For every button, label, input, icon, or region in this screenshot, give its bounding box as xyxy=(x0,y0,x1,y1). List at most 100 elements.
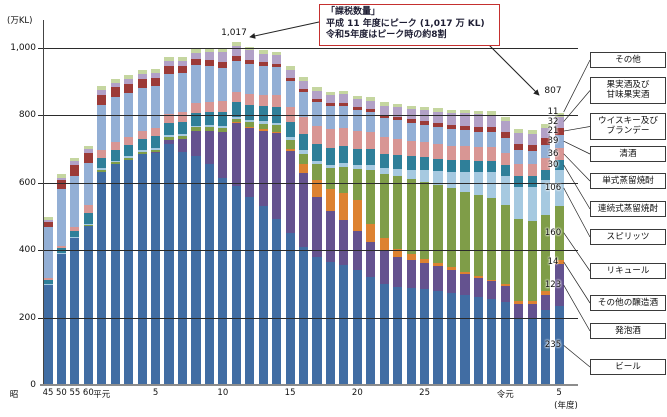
leader-line xyxy=(563,261,591,304)
bar-segment xyxy=(433,111,443,123)
bar-segment xyxy=(500,165,510,177)
gridline xyxy=(44,115,578,117)
bar-segment xyxy=(514,218,524,302)
bar-column xyxy=(352,95,362,385)
bar-column xyxy=(446,109,457,385)
bar-column xyxy=(124,75,134,385)
bar-segment xyxy=(433,158,443,172)
bar-segment xyxy=(473,296,483,385)
bar-segment xyxy=(110,149,120,161)
bar-segment xyxy=(514,186,524,219)
bar-segment xyxy=(446,159,457,173)
bar-segment xyxy=(298,77,309,81)
leader-line xyxy=(563,153,591,182)
bar-segment xyxy=(420,142,430,157)
bar-segment xyxy=(70,176,80,227)
bar-segment xyxy=(272,94,282,107)
bar-segment xyxy=(56,253,67,385)
bar-segment xyxy=(177,112,188,122)
bar-segment xyxy=(325,94,336,103)
legend-item: スピリッツ xyxy=(590,229,666,246)
bar-segment xyxy=(487,147,497,161)
bar-segment xyxy=(433,184,443,264)
leader-line xyxy=(563,59,591,113)
bar-segment xyxy=(420,288,430,385)
bar-column xyxy=(151,68,161,385)
bar-segment xyxy=(258,206,268,385)
bar-column xyxy=(97,86,107,385)
bar-segment xyxy=(325,91,336,95)
bar-segment xyxy=(406,109,416,120)
bar-segment xyxy=(460,294,470,385)
bar-segment xyxy=(204,59,214,66)
bar-column xyxy=(231,42,241,385)
bar-segment xyxy=(285,148,295,151)
bar-segment xyxy=(56,245,67,249)
bar-segment xyxy=(352,169,362,201)
bar-segment xyxy=(514,163,524,177)
bar-segment xyxy=(487,160,497,173)
bar-segment xyxy=(393,168,403,177)
bar-segment xyxy=(285,77,295,82)
bar-segment xyxy=(231,116,241,119)
gridline xyxy=(44,48,578,49)
bar-segment xyxy=(393,116,403,121)
bar-segment xyxy=(245,50,255,60)
bar-segment xyxy=(164,61,174,67)
bar-segment xyxy=(393,287,403,385)
bar-segment xyxy=(177,135,188,139)
bar-column xyxy=(110,78,120,385)
bar-segment xyxy=(433,263,443,267)
last-total-label: 807 xyxy=(544,86,562,96)
bar-segment xyxy=(460,130,470,147)
bar-segment xyxy=(124,157,134,160)
bar-segment xyxy=(312,196,322,257)
bar-segment xyxy=(366,109,376,113)
annotation-line-1: 「課税数量」 xyxy=(326,7,381,17)
bar-segment xyxy=(137,139,147,151)
bar-segment xyxy=(231,101,241,117)
x-axis-tick-label: 60 xyxy=(82,388,94,398)
bar-segment xyxy=(298,88,309,93)
bar-column xyxy=(393,104,403,385)
bar-segment xyxy=(83,212,93,224)
bar-segment xyxy=(97,169,107,172)
bar-segment xyxy=(500,176,510,205)
x-axis-tick-label: 昭 xyxy=(9,390,19,400)
bar-segment xyxy=(204,101,214,113)
bar-segment xyxy=(97,90,107,95)
bar-segment xyxy=(446,172,457,189)
bar-segment xyxy=(339,166,349,193)
bar-segment xyxy=(272,133,282,220)
bar-segment xyxy=(151,136,161,149)
leader-line xyxy=(563,164,591,210)
bar-segment xyxy=(514,301,524,304)
bar-segment xyxy=(43,216,53,220)
bar-segment xyxy=(312,256,322,385)
bar-segment xyxy=(204,48,214,53)
bar-column xyxy=(460,110,470,385)
annotation-arrow xyxy=(486,42,540,96)
bar-column xyxy=(487,111,497,385)
bar-column xyxy=(541,123,551,385)
bar-segment xyxy=(460,273,470,295)
bar-column xyxy=(285,65,295,385)
y-axis-tick-label: 600 xyxy=(18,177,36,188)
bar-segment xyxy=(473,160,483,173)
bar-column xyxy=(258,50,268,385)
bar-segment xyxy=(43,278,53,280)
bar-segment xyxy=(460,271,470,274)
bar-segment xyxy=(218,131,228,133)
bar-segment xyxy=(541,127,551,139)
bar-segment xyxy=(110,164,120,385)
bar-column xyxy=(43,216,53,385)
bar-segment xyxy=(352,149,362,166)
bar-segment xyxy=(352,270,362,385)
bar-segment xyxy=(460,172,470,192)
bar-column xyxy=(433,108,443,385)
bar-segment xyxy=(379,283,389,385)
bar-segment xyxy=(473,131,483,148)
leader-line xyxy=(563,284,591,332)
bar-segment xyxy=(245,127,255,197)
bar-segment xyxy=(339,146,349,163)
